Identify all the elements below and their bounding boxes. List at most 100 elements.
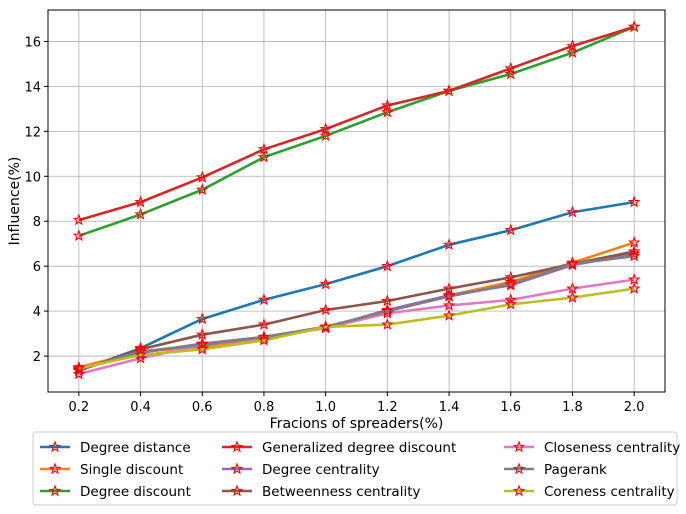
y-tick-label: 4 bbox=[33, 305, 41, 320]
data-point-marker bbox=[134, 207, 147, 220]
legend-label: Coreness centrality bbox=[544, 484, 675, 500]
legend-item: Coreness centrality bbox=[504, 484, 675, 500]
data-point-marker bbox=[195, 338, 209, 351]
data-point-marker bbox=[627, 282, 641, 294]
data-point-marker bbox=[566, 257, 579, 270]
legend-marker bbox=[512, 440, 526, 453]
x-tick-label: 1.6 bbox=[500, 400, 521, 415]
legend-item: Single discount bbox=[40, 462, 183, 478]
legend-label: Degree distance bbox=[80, 440, 191, 456]
legend-marker bbox=[48, 462, 62, 475]
legend-label: Betweenness centrality bbox=[262, 484, 420, 500]
legend-item: Betweenness centrality bbox=[222, 484, 420, 500]
data-point-marker bbox=[566, 282, 579, 294]
data-point-marker bbox=[319, 303, 332, 316]
x-tick-label: 0.4 bbox=[130, 400, 151, 415]
data-point-marker bbox=[72, 213, 86, 226]
x-tick-label: 1.4 bbox=[439, 400, 460, 415]
legend: Degree distance Single discount Degree dis… bbox=[32, 431, 680, 506]
legend-label: Degree centrality bbox=[262, 462, 380, 478]
legend-item: Pagerank bbox=[504, 462, 607, 478]
data-point-marker bbox=[319, 129, 332, 142]
legend-marker bbox=[230, 462, 244, 475]
data-point-marker bbox=[381, 259, 394, 272]
legend-item: Closeness centrality bbox=[504, 440, 680, 456]
data-point-marker bbox=[566, 46, 579, 59]
data-point-marker bbox=[566, 39, 579, 52]
y-tick-label: 12 bbox=[24, 125, 41, 140]
legend-marker bbox=[48, 440, 62, 453]
data-point-marker bbox=[72, 229, 86, 242]
series-line bbox=[78, 250, 635, 372]
data-point-marker bbox=[504, 297, 518, 310]
axis-ticks: 0.2 0.4 0.6 0.8 1.0 1.2 1.4 1.6 1.8 2.0 2 4 6 8 10 12 14… bbox=[24, 35, 644, 415]
legend-item: Degree centrality bbox=[222, 462, 380, 478]
data-point-marker bbox=[381, 105, 394, 118]
data-point-marker bbox=[566, 205, 579, 218]
legend-label: Closeness centrality bbox=[544, 440, 680, 456]
data-point-marker bbox=[442, 238, 456, 251]
legend-marker bbox=[230, 440, 244, 453]
series-line bbox=[78, 287, 635, 370]
data-point-marker bbox=[442, 309, 456, 321]
series-line bbox=[78, 25, 635, 222]
series-line bbox=[78, 254, 635, 371]
legend-item: Degree discount bbox=[40, 484, 191, 500]
legend-marker bbox=[512, 462, 526, 475]
series-1 bbox=[72, 195, 641, 376]
x-tick-label: 2.0 bbox=[624, 400, 645, 415]
x-tick-label: 1.2 bbox=[377, 400, 398, 415]
data-point-marker bbox=[195, 328, 209, 341]
legend-marker bbox=[512, 484, 526, 497]
series-3 bbox=[72, 20, 641, 242]
x-tick-label: 0.2 bbox=[69, 400, 90, 415]
data-point-marker bbox=[627, 244, 641, 257]
legend-item: Degree distance bbox=[40, 440, 191, 456]
data-point-marker bbox=[381, 318, 394, 330]
data-point-marker bbox=[72, 367, 86, 380]
data-point-marker bbox=[319, 277, 332, 290]
data-point-marker bbox=[442, 298, 456, 311]
x-tick-label: 1.8 bbox=[562, 400, 583, 415]
y-tick-label: 16 bbox=[24, 35, 41, 50]
y-axis-label: Influence(%) bbox=[7, 157, 23, 246]
data-point-marker bbox=[72, 361, 86, 374]
y-tick-label: 2 bbox=[33, 350, 41, 365]
data-point-marker bbox=[257, 333, 271, 346]
data-point-marker bbox=[257, 293, 271, 306]
data-point-marker bbox=[627, 235, 641, 248]
data-point-marker bbox=[504, 61, 518, 74]
data-point-marker bbox=[504, 223, 518, 236]
data-point-marker bbox=[319, 320, 332, 333]
legend-label: Pagerank bbox=[544, 462, 607, 478]
data-point-marker bbox=[195, 170, 209, 183]
series-4 bbox=[72, 20, 641, 226]
y-tick-label: 14 bbox=[24, 80, 41, 95]
legend-marker bbox=[48, 484, 62, 497]
data-point-marker bbox=[504, 293, 518, 306]
data-point-marker bbox=[627, 20, 641, 33]
data-point-marker bbox=[257, 150, 271, 163]
data-point-marker bbox=[257, 318, 271, 330]
data-point-marker bbox=[134, 348, 147, 361]
legend-marker bbox=[230, 484, 244, 497]
data-point-marker bbox=[627, 195, 641, 208]
data-point-marker bbox=[504, 67, 518, 80]
data-point-marker bbox=[442, 84, 456, 97]
x-tick-label: 1.0 bbox=[315, 400, 336, 415]
y-tick-label: 6 bbox=[33, 260, 41, 275]
x-tick-label: 0.8 bbox=[254, 400, 275, 415]
data-point-marker bbox=[627, 273, 641, 285]
data-point-marker bbox=[566, 291, 579, 303]
data-point-marker bbox=[381, 304, 394, 317]
data-point-marker bbox=[195, 183, 209, 196]
series-line bbox=[78, 200, 635, 372]
data-point-marker bbox=[257, 142, 271, 155]
plot-series bbox=[72, 20, 641, 380]
legend-label: Degree discount bbox=[80, 484, 191, 500]
legend-label: Single discount bbox=[80, 462, 183, 478]
series-line bbox=[78, 25, 635, 238]
data-point-marker bbox=[134, 195, 147, 208]
